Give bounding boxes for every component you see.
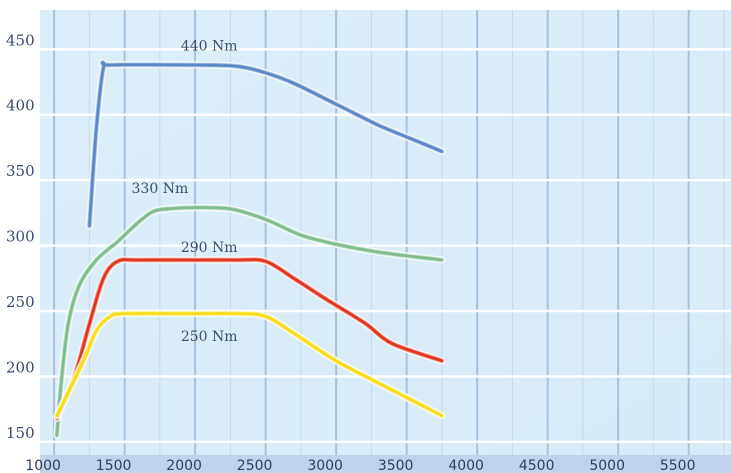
x-tick-label: 3500: [378, 458, 414, 473]
series-label-250-nm: 250 Nm: [181, 329, 238, 345]
y-tick-label: 300: [6, 228, 35, 246]
x-tick-label: 1500: [96, 458, 132, 473]
series-label-330-nm: 330 Nm: [132, 181, 189, 197]
x-tick-label: 3000: [307, 458, 343, 473]
y-tick-label: 450: [6, 31, 35, 49]
series-layer: [53, 58, 446, 439]
series-line-290-nm: [55, 257, 444, 421]
plot-area: [40, 10, 731, 455]
x-tick-label: 5000: [589, 458, 625, 473]
grid-lines: [40, 10, 731, 455]
x-tick-label: 1000: [25, 458, 61, 473]
y-tick-label: 200: [6, 358, 35, 376]
y-tick-label: 250: [6, 293, 35, 311]
x-tick-label: 4500: [519, 458, 555, 473]
series-label-290-nm: 290 Nm: [181, 240, 238, 256]
y-tick-label: 150: [6, 424, 35, 442]
y-axis-labels: 150 200 250 300 350 400 450: [6, 31, 35, 442]
series-label-layer: 440 Nm 330 Nm 290 Nm 250 Nm: [132, 39, 238, 346]
series-line-250-nm: [55, 311, 444, 418]
x-tick-label: 5500: [660, 458, 696, 473]
x-axis-labels: 1000 1500 2000 2500 3000 3500 4000 4500 5000 5500: [25, 458, 695, 473]
x-tick-label: 4000: [448, 458, 484, 473]
series-label-440-nm: 440 Nm: [181, 39, 238, 55]
series-line-440-nm: [87, 60, 444, 228]
y-tick-label: 400: [6, 97, 35, 115]
x-axis-band-bar: [40, 455, 731, 473]
y-tick-label: 350: [6, 162, 35, 180]
x-tick-label: 2500: [237, 458, 273, 473]
x-tick-label: 2000: [166, 458, 202, 473]
series-line-330-nm: [55, 205, 444, 438]
x-axis-band: [40, 455, 731, 473]
